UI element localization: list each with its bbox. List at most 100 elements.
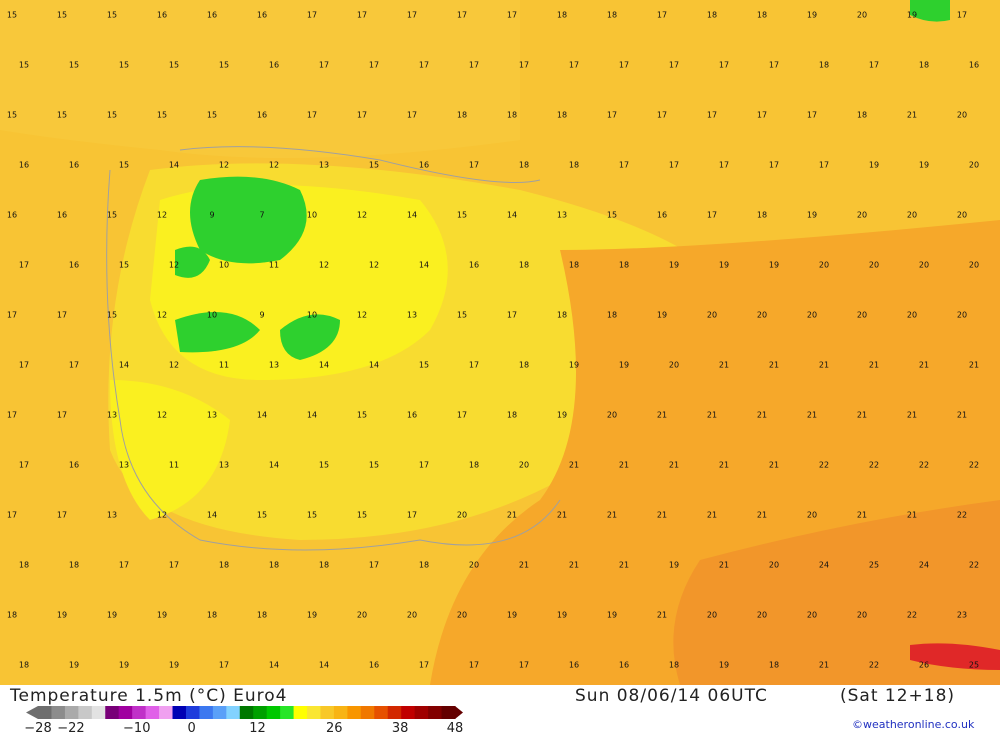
station-value: 17 <box>507 11 517 20</box>
station-value: 15 <box>107 211 117 220</box>
station-value: 17 <box>407 11 417 20</box>
station-value: 22 <box>969 461 979 470</box>
station-value: 18 <box>319 561 329 570</box>
station-value: 17 <box>519 661 529 670</box>
station-value: 18 <box>519 161 529 170</box>
station-value: 18 <box>607 311 617 320</box>
station-value: 21 <box>569 561 579 570</box>
station-value: 17 <box>7 411 17 420</box>
station-value: 17 <box>407 111 417 120</box>
station-value: 24 <box>819 561 829 570</box>
station-value: 19 <box>807 11 817 20</box>
station-value: 19 <box>919 161 929 170</box>
station-value: 15 <box>419 361 429 370</box>
station-value: 15 <box>119 161 129 170</box>
station-value: 17 <box>7 311 17 320</box>
station-value: 19 <box>769 261 779 270</box>
station-value: 18 <box>857 111 867 120</box>
station-value: 21 <box>819 661 829 670</box>
station-value: 12 <box>357 211 367 220</box>
station-value: 15 <box>119 261 129 270</box>
station-value: 13 <box>107 411 117 420</box>
station-value: 14 <box>257 411 267 420</box>
station-value: 13 <box>107 511 117 520</box>
station-value: 19 <box>869 161 879 170</box>
station-value: 15 <box>69 61 79 70</box>
station-value: 21 <box>657 611 667 620</box>
station-value: 20 <box>357 611 367 620</box>
station-value: 18 <box>469 461 479 470</box>
station-value: 21 <box>807 411 817 420</box>
station-value: 21 <box>769 461 779 470</box>
station-value: 16 <box>419 161 429 170</box>
station-value: 17 <box>357 111 367 120</box>
station-value: 18 <box>257 611 267 620</box>
station-value: 17 <box>219 661 229 670</box>
station-value: 15 <box>19 61 29 70</box>
station-value: 11 <box>169 461 179 470</box>
station-value: 19 <box>569 361 579 370</box>
colorbar-swatch <box>64 706 79 719</box>
station-value: 17 <box>419 61 429 70</box>
station-value: 18 <box>557 311 567 320</box>
station-value: 17 <box>457 411 467 420</box>
station-value: 17 <box>707 211 717 220</box>
station-value: 16 <box>57 211 67 220</box>
cold-patch <box>175 312 260 353</box>
colorbar-swatch <box>387 706 402 719</box>
station-value: 17 <box>469 661 479 670</box>
station-value: 17 <box>57 511 67 520</box>
station-value: 19 <box>619 361 629 370</box>
station-value: 16 <box>69 261 79 270</box>
station-value: 17 <box>819 161 829 170</box>
station-value: 22 <box>969 561 979 570</box>
station-value: 17 <box>419 661 429 670</box>
station-value: 15 <box>319 461 329 470</box>
station-value: 25 <box>969 661 979 670</box>
colorbar-swatch <box>132 706 147 719</box>
station-value: 20 <box>607 411 617 420</box>
station-value: 16 <box>19 161 29 170</box>
station-value: 21 <box>619 461 629 470</box>
station-value: 11 <box>219 361 229 370</box>
station-value: 18 <box>569 161 579 170</box>
colorbar-swatch <box>280 706 295 719</box>
colorbar-swatch <box>428 706 443 719</box>
station-value: 12 <box>157 511 167 520</box>
station-value: 24 <box>919 561 929 570</box>
station-value: 17 <box>457 11 467 20</box>
station-value: 15 <box>207 111 217 120</box>
station-value: 14 <box>119 361 129 370</box>
station-value: 20 <box>807 311 817 320</box>
station-value: 20 <box>919 261 929 270</box>
colorbar: −28 −22 −10 0 12 26 38 48 <box>24 706 463 733</box>
station-value: 17 <box>619 161 629 170</box>
station-value: 17 <box>469 61 479 70</box>
station-value: 17 <box>719 61 729 70</box>
station-value: 18 <box>519 361 529 370</box>
station-value: 16 <box>619 661 629 670</box>
colorbar-swatch <box>253 706 268 719</box>
station-value: 15 <box>7 11 17 20</box>
colorbar-swatch <box>266 706 281 719</box>
station-value: 14 <box>407 211 417 220</box>
station-value: 15 <box>257 511 267 520</box>
station-value: 17 <box>569 61 579 70</box>
station-value: 17 <box>57 311 67 320</box>
station-value: 15 <box>157 111 167 120</box>
station-value: 17 <box>307 11 317 20</box>
station-value: 19 <box>807 211 817 220</box>
station-value: 14 <box>269 661 279 670</box>
station-value: 22 <box>869 661 879 670</box>
station-value: 10 <box>219 261 229 270</box>
station-value: 21 <box>619 561 629 570</box>
station-value: 19 <box>169 661 179 670</box>
station-value: 12 <box>269 161 279 170</box>
cool-field <box>110 380 230 520</box>
station-value: 21 <box>969 361 979 370</box>
station-value: 21 <box>757 511 767 520</box>
colorbar-tick-label: −28 <box>24 721 51 733</box>
station-value: 19 <box>669 261 679 270</box>
station-value: 16 <box>69 161 79 170</box>
